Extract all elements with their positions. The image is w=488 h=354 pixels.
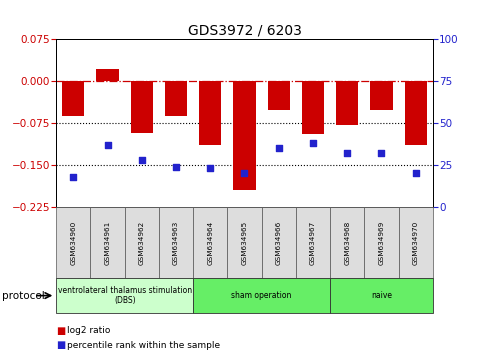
Bar [193, 207, 227, 278]
Point [103, 142, 111, 148]
Point [411, 171, 419, 176]
Text: GSM634961: GSM634961 [104, 220, 110, 264]
Bar [159, 207, 193, 278]
Text: percentile rank within the sample: percentile rank within the sample [67, 341, 220, 350]
Text: ventrolateral thalamus stimulation
(DBS): ventrolateral thalamus stimulation (DBS) [58, 286, 191, 305]
Bar [90, 207, 124, 278]
Text: ■: ■ [56, 326, 65, 336]
Text: GSM634967: GSM634967 [309, 220, 315, 264]
Point [138, 157, 145, 163]
Text: GSM634970: GSM634970 [412, 220, 418, 264]
Point [377, 150, 385, 156]
Bar [62, 81, 84, 116]
Bar [398, 207, 432, 278]
Text: naive: naive [370, 291, 391, 300]
Bar [56, 207, 90, 278]
Point [172, 164, 180, 170]
Point [69, 174, 77, 180]
Bar [199, 81, 221, 145]
Bar [295, 207, 329, 278]
Text: GSM634966: GSM634966 [275, 220, 281, 264]
Bar [130, 81, 153, 133]
Text: sham operation: sham operation [231, 291, 291, 300]
Bar [193, 278, 329, 313]
Bar [301, 81, 324, 134]
Bar [233, 81, 255, 190]
Point [343, 150, 350, 156]
Point [308, 141, 316, 146]
Bar [261, 207, 295, 278]
Text: GSM634963: GSM634963 [173, 220, 179, 264]
Text: GSM634960: GSM634960 [70, 220, 76, 264]
Text: ■: ■ [56, 340, 65, 350]
Bar [164, 81, 187, 116]
Title: GDS3972 / 6203: GDS3972 / 6203 [187, 24, 301, 38]
Point [274, 145, 282, 151]
Text: GSM634964: GSM634964 [207, 220, 213, 264]
Bar [329, 207, 364, 278]
Bar [267, 81, 289, 110]
Point [240, 171, 248, 176]
Bar [56, 278, 193, 313]
Bar [96, 69, 119, 81]
Text: GSM634969: GSM634969 [378, 220, 384, 264]
Bar [227, 207, 261, 278]
Text: GSM634965: GSM634965 [241, 220, 247, 264]
Bar [124, 207, 159, 278]
Point [206, 166, 214, 171]
Bar [369, 81, 392, 110]
Text: GSM634962: GSM634962 [139, 220, 144, 264]
Bar [335, 81, 358, 125]
Bar [329, 278, 432, 313]
Bar [364, 207, 398, 278]
Text: protocol: protocol [2, 291, 45, 301]
Bar [404, 81, 426, 145]
Text: GSM634968: GSM634968 [344, 220, 349, 264]
Text: log2 ratio: log2 ratio [67, 326, 111, 336]
